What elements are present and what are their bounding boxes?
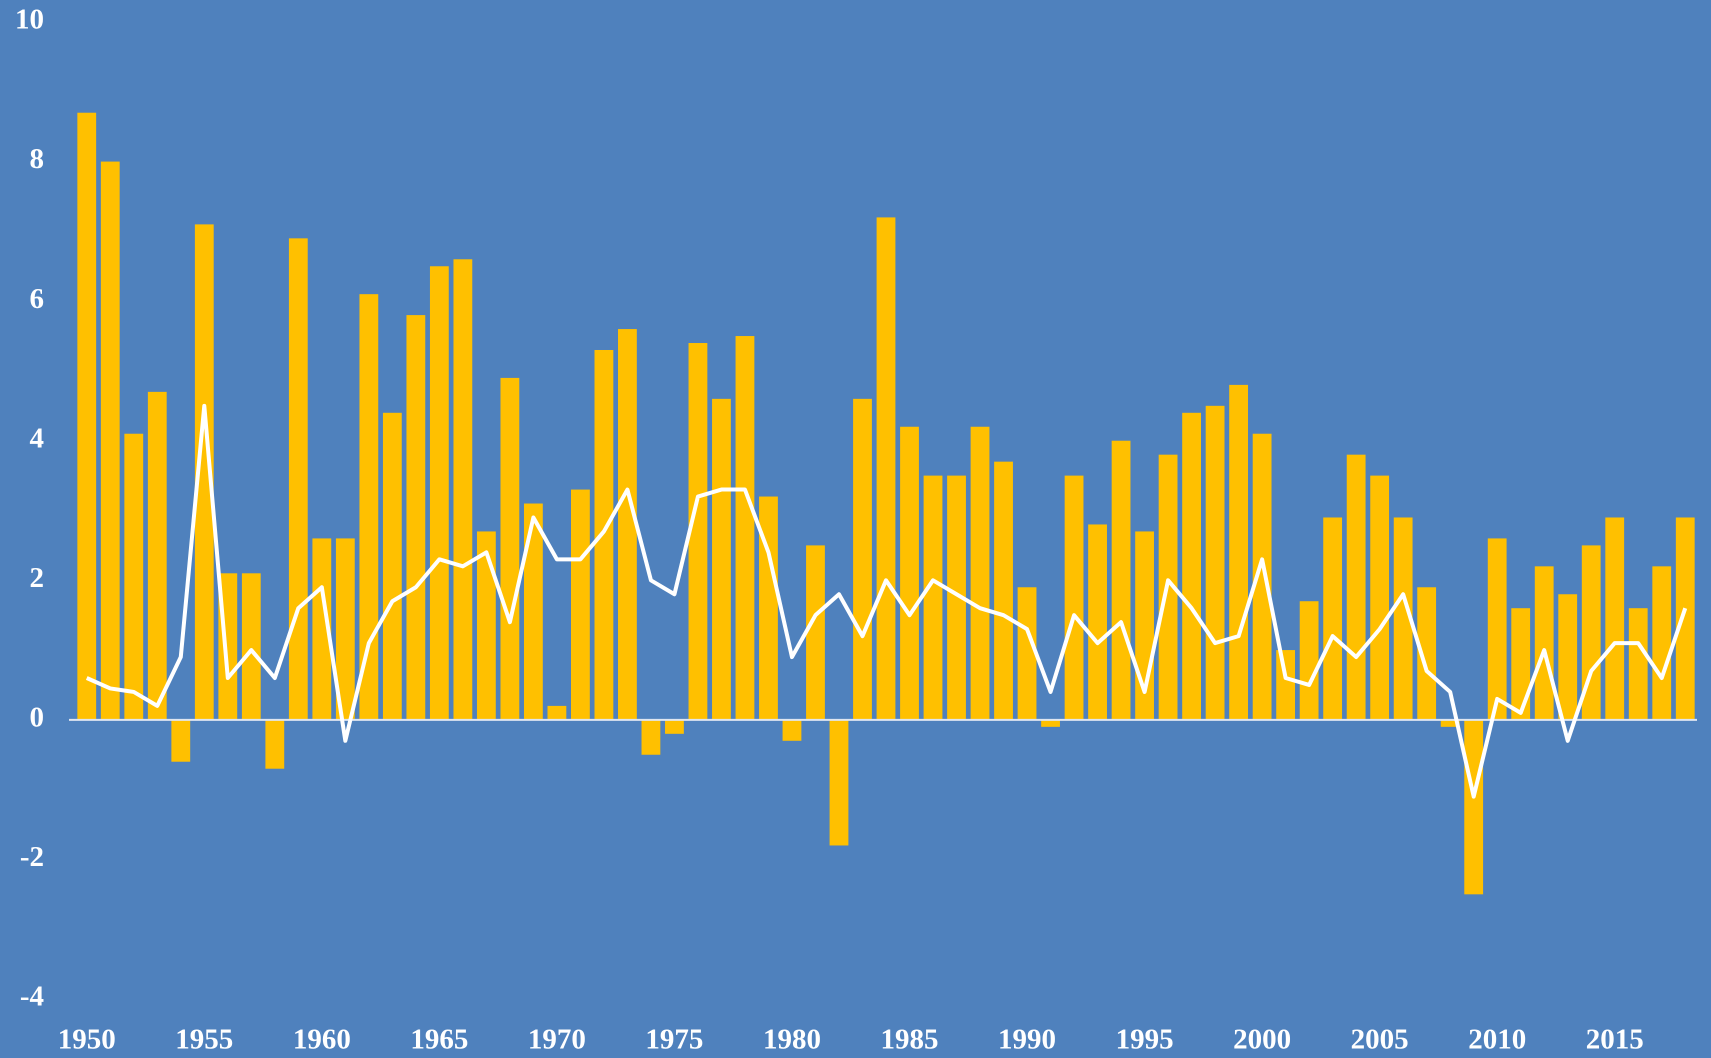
bar xyxy=(571,489,590,720)
bar xyxy=(923,475,943,720)
bar xyxy=(100,161,120,720)
bar xyxy=(735,336,755,720)
bar xyxy=(359,294,379,720)
bar xyxy=(876,217,896,720)
line xyxy=(85,403,1688,799)
x-tick-label: 2005 xyxy=(1351,1024,1409,1056)
y-tick-label: 8 xyxy=(30,143,45,175)
bar xyxy=(147,391,167,720)
bar xyxy=(335,538,355,720)
x-tick-label: 1955 xyxy=(175,1024,233,1056)
bar xyxy=(312,538,332,720)
bar xyxy=(124,433,144,720)
bar xyxy=(594,349,614,720)
bar xyxy=(641,719,661,755)
bar xyxy=(429,266,449,720)
bar xyxy=(1417,587,1437,720)
x-tick-label: 2010 xyxy=(1468,1024,1526,1056)
y-tick-label: 0 xyxy=(30,702,45,734)
bar xyxy=(1393,517,1413,720)
bar xyxy=(476,531,496,720)
bar xyxy=(618,329,637,720)
bar xyxy=(1064,475,1084,720)
bar xyxy=(853,398,872,720)
x-tick-label: 1965 xyxy=(410,1024,468,1056)
bar xyxy=(759,496,778,720)
bar xyxy=(1229,384,1249,720)
bar xyxy=(171,719,191,762)
bar xyxy=(241,573,261,720)
bar xyxy=(1182,412,1201,720)
bar xyxy=(829,719,849,846)
x-tick-label: 1990 xyxy=(998,1024,1056,1056)
bar xyxy=(406,315,426,720)
y-tick-label: 4 xyxy=(30,422,45,454)
bar xyxy=(782,719,802,741)
x-tick-label: 1950 xyxy=(58,1024,116,1056)
bar xyxy=(194,224,214,720)
bar xyxy=(970,426,990,720)
bar xyxy=(1088,524,1107,720)
bar xyxy=(523,503,543,720)
bar xyxy=(288,238,308,720)
bar xyxy=(1017,587,1037,720)
bar xyxy=(1323,517,1343,720)
x-tick-label: 1960 xyxy=(293,1024,351,1056)
x-tick-label: 1975 xyxy=(645,1024,703,1056)
bar xyxy=(806,545,825,720)
bar xyxy=(1581,545,1601,720)
bar xyxy=(1299,601,1319,720)
bar xyxy=(1440,719,1460,727)
bar xyxy=(1370,475,1390,720)
bar xyxy=(1605,517,1625,720)
bar xyxy=(1558,594,1578,720)
y-tick-label: -2 xyxy=(20,841,44,873)
bar xyxy=(688,343,708,720)
y-tick-label: 6 xyxy=(30,283,45,315)
bar xyxy=(547,705,567,720)
bar xyxy=(77,112,97,720)
bar xyxy=(1511,608,1531,720)
bar xyxy=(1111,440,1131,720)
bar xyxy=(1652,566,1672,720)
bar xyxy=(453,259,473,720)
bar xyxy=(1464,719,1484,895)
y-tick-label: -4 xyxy=(20,981,44,1013)
bar xyxy=(1534,566,1554,720)
bar xyxy=(712,398,731,720)
bar xyxy=(1252,433,1272,720)
y-tick-label: 10 xyxy=(15,4,44,36)
bar xyxy=(1276,650,1296,720)
y-tick-label: 2 xyxy=(30,562,45,594)
bar xyxy=(1487,538,1507,720)
bar xyxy=(500,377,520,720)
bar xyxy=(1628,608,1648,720)
x-tick-label: 2000 xyxy=(1233,1024,1291,1056)
x-tick-label: 1980 xyxy=(763,1024,821,1056)
x-tick-label: 1995 xyxy=(1116,1024,1174,1056)
bar xyxy=(382,412,402,720)
bar xyxy=(1346,454,1366,720)
x-tick-label: 2015 xyxy=(1586,1024,1644,1056)
bar xyxy=(265,719,285,769)
x-tick-label: 1985 xyxy=(881,1024,939,1056)
bar xyxy=(994,461,1013,720)
bar xyxy=(947,475,966,720)
x-tick-label: 1970 xyxy=(528,1024,586,1056)
bar xyxy=(1041,719,1060,727)
bar xyxy=(665,719,684,734)
bar xyxy=(900,426,919,720)
bar xyxy=(1205,405,1225,720)
bar xyxy=(1675,517,1695,720)
